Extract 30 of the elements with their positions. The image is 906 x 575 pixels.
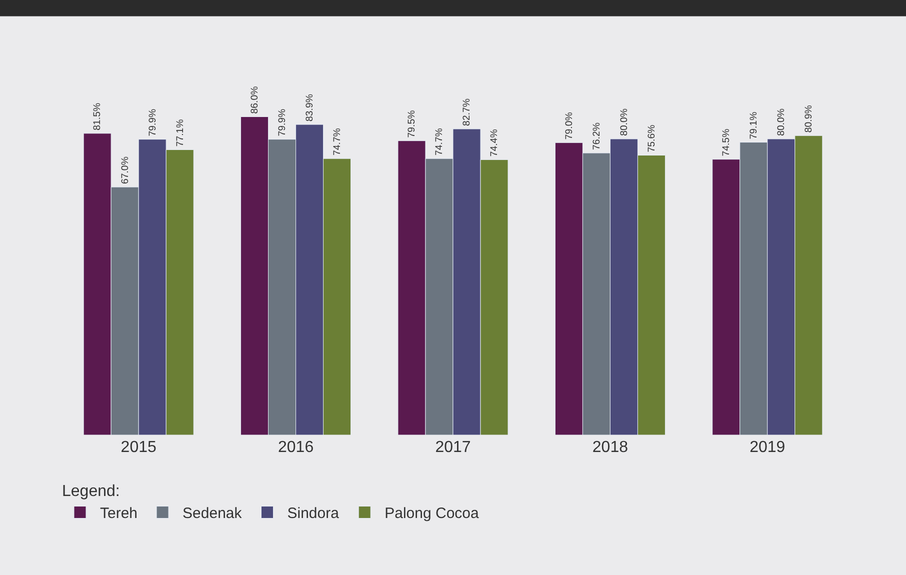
legend-label: Palong Cocoa bbox=[384, 505, 480, 522]
x-tick-label: 2017 bbox=[435, 439, 471, 456]
data-label: 74.7% bbox=[434, 128, 446, 156]
x-tick-label: 2015 bbox=[120, 439, 156, 456]
data-label: 81.5% bbox=[92, 102, 104, 130]
data-label: 79.9% bbox=[276, 108, 288, 136]
data-label: 77.1% bbox=[174, 118, 186, 147]
legend-label: Sedenak bbox=[182, 505, 242, 522]
data-label: 82.7% bbox=[462, 98, 473, 126]
data-label: 80.9% bbox=[804, 104, 815, 133]
data-label: 74.5% bbox=[721, 128, 732, 156]
data-label: 79.9% bbox=[147, 108, 158, 136]
data-label: 80.0% bbox=[776, 108, 788, 136]
data-label: 74.4% bbox=[489, 128, 500, 157]
legend-title: Legend: bbox=[62, 483, 120, 500]
data-label: 75.6% bbox=[646, 124, 658, 152]
data-label: 79.1% bbox=[748, 111, 760, 140]
data-label: 79.5% bbox=[406, 110, 418, 138]
x-tick-label: 2018 bbox=[592, 439, 628, 456]
data-label: 86.0% bbox=[249, 86, 260, 114]
data-label: 67.0% bbox=[120, 156, 131, 184]
data-label: 76.2% bbox=[591, 122, 602, 150]
x-tick-label: 2019 bbox=[750, 439, 786, 456]
data-label: 83.9% bbox=[304, 94, 316, 122]
data-label: 74.7% bbox=[332, 128, 343, 156]
data-label: 80.0% bbox=[618, 108, 630, 136]
data-label: 79.0% bbox=[564, 112, 575, 140]
legend-label: Tereh bbox=[100, 505, 138, 522]
legend-label: Sindora bbox=[287, 505, 340, 522]
x-tick-label: 2016 bbox=[278, 439, 314, 456]
